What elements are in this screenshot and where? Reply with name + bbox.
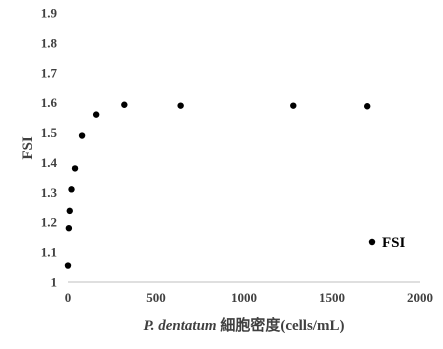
data-point bbox=[71, 165, 79, 172]
data-point bbox=[68, 186, 75, 193]
x-axis-title: P. dentatum 細胞密度(cells/mL) bbox=[144, 316, 345, 334]
x-tick-label: 2000 bbox=[407, 290, 433, 305]
y-axis-title: FSI bbox=[20, 136, 36, 160]
data-point bbox=[78, 132, 86, 139]
data-points bbox=[64, 101, 371, 269]
data-point bbox=[92, 111, 100, 118]
y-tick-label: 1 bbox=[51, 275, 58, 290]
data-point bbox=[364, 103, 371, 110]
data-point bbox=[121, 101, 128, 108]
x-axis-ticks: 0 500 1000 1500 2000 bbox=[65, 290, 433, 305]
y-tick-label: 1.1 bbox=[41, 245, 57, 260]
y-tick-label: 1.3 bbox=[41, 185, 58, 200]
legend: FSI bbox=[368, 235, 406, 251]
x-tick-label: 0 bbox=[65, 290, 72, 305]
y-tick-label: 1.6 bbox=[41, 95, 58, 110]
x-tick-label: 1500 bbox=[319, 290, 345, 305]
legend-marker bbox=[368, 238, 376, 246]
x-tick-label: 1000 bbox=[231, 290, 257, 305]
x-axis-title-species: P. dentatum bbox=[144, 318, 217, 334]
data-point bbox=[65, 225, 73, 232]
data-point bbox=[64, 262, 72, 269]
x-axis-title-rest: 細胞密度(cells/mL) bbox=[217, 316, 345, 334]
data-point bbox=[66, 207, 73, 215]
y-tick-label: 1.8 bbox=[41, 35, 58, 50]
y-tick-label: 1.2 bbox=[41, 215, 57, 230]
y-tick-label: 1.5 bbox=[41, 125, 58, 140]
y-axis-ticks: 1 1.1 1.2 1.3 1.4 1.5 1.6 1.7 1.8 1.9 bbox=[41, 6, 58, 290]
data-point bbox=[177, 102, 184, 109]
y-tick-label: 1.7 bbox=[41, 65, 58, 80]
y-tick-label: 1.4 bbox=[41, 155, 58, 170]
legend-label: FSI bbox=[382, 235, 406, 251]
x-tick-label: 500 bbox=[146, 290, 166, 305]
y-tick-label: 1.9 bbox=[41, 6, 58, 21]
data-point bbox=[290, 102, 297, 109]
